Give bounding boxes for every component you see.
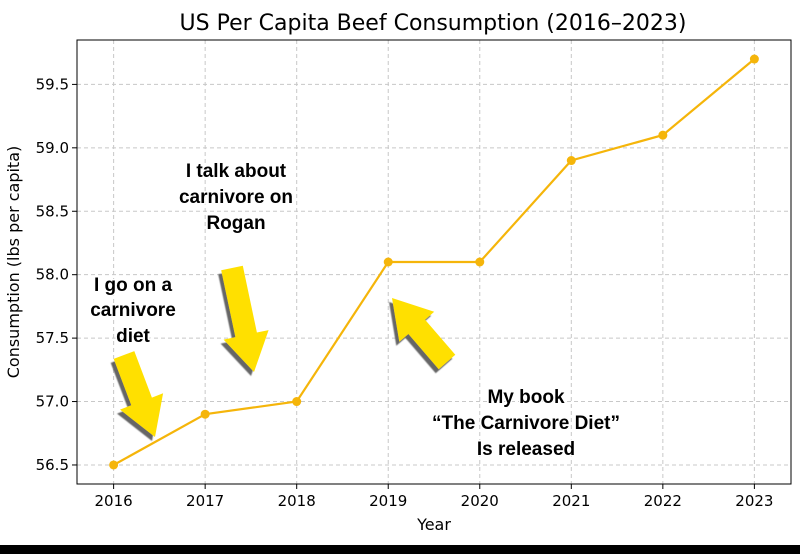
- annotation-book-line-3: Is released: [477, 439, 575, 460]
- chart-title: US Per Capita Beef Consumption (2016–202…: [180, 11, 687, 36]
- data-point: [749, 54, 759, 64]
- x-tick-label: 2022: [644, 492, 682, 510]
- data-point: [292, 397, 302, 407]
- arrow-icon-book-release: [392, 298, 456, 370]
- data-point: [566, 156, 576, 166]
- bottom-border-bar: [0, 545, 800, 554]
- annotation-rogan-line-2: carnivore on: [179, 187, 293, 208]
- series-line-beef: [113, 58, 756, 466]
- x-tick-label: 2016: [95, 492, 133, 510]
- annotation-carnivore-diet-line-2: carnivore: [90, 300, 176, 321]
- x-tick-label: 2023: [735, 492, 773, 510]
- y-tick-label: 57.5: [36, 329, 69, 347]
- x-tick-label: 2019: [369, 492, 407, 510]
- x-tick-label: 2017: [186, 492, 224, 510]
- data-point: [109, 460, 119, 470]
- x-tick-label: 2018: [278, 492, 316, 510]
- annotation-rogan-line-3: Rogan: [206, 213, 265, 234]
- annotation-carnivore-diet-line-1: I go on a: [94, 275, 173, 296]
- y-tick-label: 58.0: [36, 266, 69, 284]
- annotation-book-line-2: “The Carnivore Diet”: [432, 413, 620, 434]
- y-tick-label: 57.0: [36, 393, 69, 411]
- data-point: [383, 257, 393, 267]
- x-axis-ticks: 2016 2017 2018 2019 2020 2021 2022 2023: [95, 484, 773, 510]
- data-point: [475, 257, 485, 267]
- y-axis-label: Consumption (lbs per capita): [4, 146, 23, 379]
- y-axis-ticks: 56.5 57.0 57.5 58.0 58.5 59.0 59.5: [36, 75, 77, 474]
- y-tick-label: 59.5: [36, 75, 69, 93]
- annotation-carnivore-diet-line-3: diet: [116, 326, 150, 347]
- data-points: [109, 54, 759, 470]
- y-tick-label: 58.5: [36, 202, 69, 220]
- data-point: [658, 130, 668, 140]
- annotation-book-line-1: My book: [487, 387, 564, 408]
- data-point: [200, 409, 210, 419]
- arrow-icon-carnivore-diet: [113, 351, 164, 437]
- plot-area-frame: [76, 39, 792, 485]
- y-tick-label: 56.5: [36, 456, 69, 474]
- annotation-rogan-line-1: I talk about: [186, 161, 287, 182]
- y-tick-label: 59.0: [36, 139, 69, 157]
- arrow-icon-rogan: [221, 265, 269, 372]
- x-axis-label: Year: [416, 515, 451, 534]
- x-tick-label: 2021: [552, 492, 590, 510]
- x-tick-label: 2020: [461, 492, 499, 510]
